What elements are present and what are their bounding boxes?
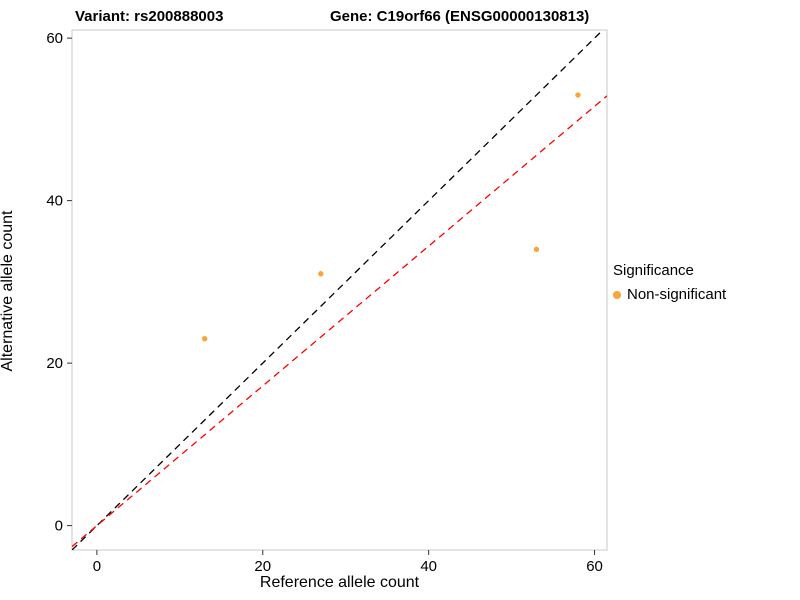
x-axis-title: Reference allele count bbox=[259, 574, 420, 591]
x-tick-label: 0 bbox=[93, 558, 101, 575]
x-tick-label: 60 bbox=[586, 558, 603, 575]
legend: Significance Non-significant bbox=[613, 262, 726, 303]
legend-item-label: Non-significant bbox=[627, 286, 727, 303]
x-tick-label: 20 bbox=[254, 558, 271, 575]
legend-item-non-significant: Non-significant bbox=[613, 286, 726, 303]
variant-title: Variant: rs200888003 bbox=[75, 8, 224, 25]
legend-dot-icon bbox=[613, 290, 621, 299]
data-point bbox=[575, 92, 581, 98]
y-tick-label: 0 bbox=[55, 518, 63, 535]
gene-title: Gene: C19orf66 (ENSG00000130813) bbox=[330, 8, 590, 25]
identity-line bbox=[72, 30, 604, 550]
legend-title: Significance bbox=[613, 262, 694, 279]
data-point bbox=[202, 336, 208, 342]
data-point bbox=[533, 246, 540, 253]
fit-line bbox=[72, 95, 607, 548]
x-tick-label: 40 bbox=[420, 558, 437, 575]
data-point bbox=[318, 271, 324, 277]
y-tick-label: 60 bbox=[46, 30, 63, 47]
y-tick-label: 20 bbox=[46, 355, 63, 372]
y-tick-label: 40 bbox=[46, 193, 63, 210]
